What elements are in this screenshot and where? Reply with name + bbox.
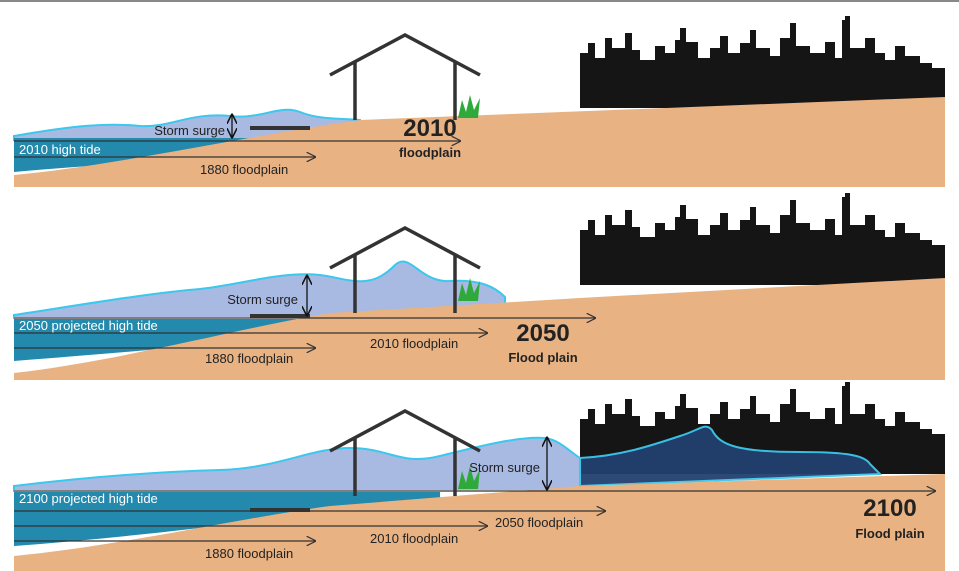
- grass: [458, 95, 480, 118]
- storm-surge-label: Storm surge: [154, 123, 225, 138]
- dock: [250, 508, 310, 512]
- high-tide-label: 2010 high tide: [19, 142, 101, 157]
- floodplain-label: 2050 floodplain: [495, 515, 583, 530]
- floodplain-label: 2010 floodplain: [370, 336, 458, 351]
- dock: [250, 314, 310, 318]
- storm-surge-label: Storm surge: [469, 460, 540, 475]
- skyline: [580, 193, 945, 285]
- floodplain-label: 2010 floodplain: [370, 531, 458, 546]
- floodplain-label: 1880 floodplain: [200, 162, 288, 177]
- high-tide-label: 2050 projected high tide: [19, 318, 158, 333]
- high-tide-water: [14, 318, 320, 361]
- year-label: 2010: [403, 115, 456, 142]
- panel: Storm surge 2010 high tide 1880 floodpla…: [13, 16, 945, 187]
- dock: [250, 126, 310, 130]
- high-tide-label: 2100 projected high tide: [19, 491, 158, 506]
- floodplain-title: Flood plain: [855, 526, 924, 541]
- house: [328, 33, 482, 122]
- floodplain-title: floodplain: [399, 145, 461, 160]
- ground: [14, 97, 945, 187]
- floodplain-label: 1880 floodplain: [205, 546, 293, 561]
- panel: Storm surge 2100 projected high tide 188…: [13, 382, 945, 571]
- skyline: [580, 16, 945, 108]
- year-label: 2050: [516, 320, 569, 347]
- floodplain-label: 1880 floodplain: [205, 351, 293, 366]
- high-tide-water: [14, 491, 440, 546]
- panel: Storm surge 2050 projected high tide 188…: [13, 193, 945, 380]
- floodplain-title: Flood plain: [508, 350, 577, 365]
- city-flood: [579, 425, 883, 488]
- storm-surge-water: [13, 260, 506, 319]
- year-label: 2100: [863, 495, 916, 522]
- storm-surge-label: Storm surge: [227, 292, 298, 307]
